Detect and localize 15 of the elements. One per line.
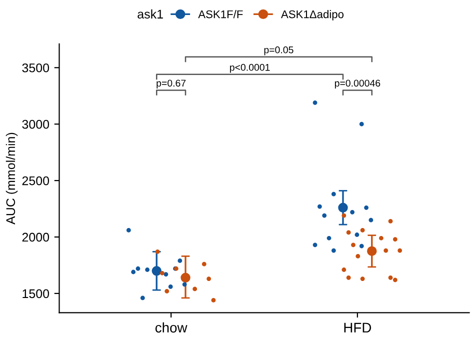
y-axis-title: AUC (mmol/min) — [6, 132, 18, 224]
legend-label: ASK1F/F — [198, 10, 243, 18]
annotation: p=0.05 — [264, 46, 294, 56]
annotation: p=0.67 — [156, 80, 186, 89]
x-tick-label: chow — [155, 322, 188, 333]
y-tick-label: 3500 — [22, 63, 50, 72]
y-tick-label: 1500 — [22, 289, 50, 298]
annotation: p<0.0001 — [230, 64, 270, 73]
legend-label: ASK1Δadipo — [280, 10, 344, 20]
y-tick-label: 3000 — [22, 120, 50, 129]
legend-title: ask1 — [138, 9, 163, 19]
y-tick-label: 2000 — [22, 232, 50, 242]
x-tick-label: HFD — [344, 322, 372, 332]
y-tick-label: 2500 — [22, 176, 50, 186]
annotation: p=0.00046 — [334, 80, 380, 89]
